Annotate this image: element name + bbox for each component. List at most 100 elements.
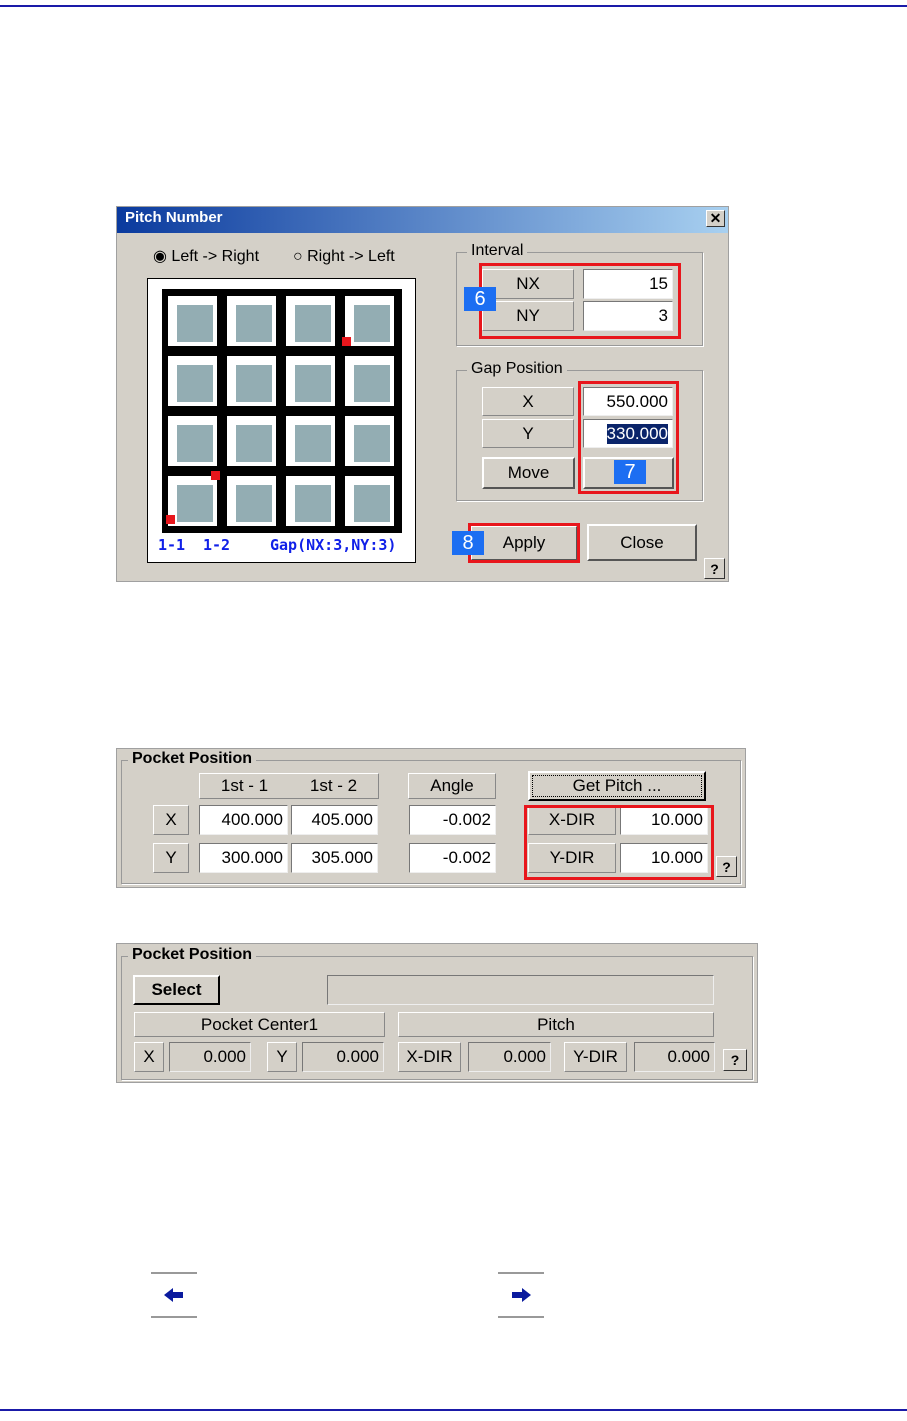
col-1st-2: 1st - 2: [309, 776, 358, 795]
pocket-square: [295, 425, 331, 462]
pocket-square: [236, 485, 272, 522]
grid-pocket: [340, 411, 399, 471]
grid-pocket: [222, 351, 281, 411]
x-dir-field: 0.000: [468, 1042, 551, 1072]
grid-pocket: [222, 411, 281, 471]
prev-page-button[interactable]: [151, 1272, 197, 1318]
highlight-apply: [468, 523, 580, 563]
gap-marker: [166, 515, 175, 524]
panel-title: Pocket Position: [128, 750, 257, 768]
pocket-square: [354, 365, 390, 402]
pocket-square: [177, 425, 213, 462]
gap-x-input[interactable]: 550.000: [583, 387, 673, 416]
center-y-field: 0.000: [302, 1042, 384, 1072]
pocket-position-panel-1: Pocket Position 1st - 1 1st - 2 Angle Get…: [116, 748, 746, 888]
pocket-square: [236, 425, 272, 462]
pocket-square: [236, 365, 272, 402]
callout-badge-7: 7: [614, 460, 646, 484]
angle-input[interactable]: -0.002: [409, 843, 496, 873]
gap-marker: [342, 337, 351, 346]
pocket-square: [236, 305, 272, 342]
pocket-square: [177, 485, 213, 522]
highlight-pitch: [524, 805, 714, 880]
first-1-input[interactable]: 400.000: [199, 805, 288, 835]
get-pitch-button[interactable]: Get Pitch ...: [528, 771, 706, 801]
x-dir-label: X-DIR: [398, 1042, 461, 1072]
gap-position-group: Gap Position: [456, 360, 703, 501]
pitch-number-dialog: Pitch Number ✕ ◉ Left -> Right ○ Right -…: [116, 206, 729, 582]
gap-label: Gap(NX:3,NY:3): [270, 536, 397, 554]
angle-input[interactable]: -0.002: [409, 805, 496, 835]
pocket-position-panel-2: Pocket Position Select Pocket Center1 Pi…: [116, 943, 758, 1083]
nx-input[interactable]: 15: [583, 269, 673, 299]
ny-input[interactable]: 3: [583, 301, 673, 331]
highlight-interval: [479, 263, 681, 339]
next-page-button[interactable]: [498, 1272, 544, 1318]
pocket-square: [295, 485, 331, 522]
col-1st-1: 1st - 1: [220, 776, 269, 795]
pocket-square: [354, 485, 390, 522]
dir-input[interactable]: 10.000: [620, 843, 708, 873]
grid-pocket: [281, 351, 340, 411]
label-1-1: 1-1: [158, 536, 186, 554]
dir-label: X-DIR: [528, 805, 616, 835]
first-2-input[interactable]: 405.000: [291, 805, 378, 835]
gap-position-title: Gap Position: [467, 360, 567, 378]
y-dir-field: 0.000: [634, 1042, 715, 1072]
bottom-rule: [0, 1409, 907, 1411]
grid-pocket: [340, 471, 399, 531]
select-button[interactable]: Select: [133, 975, 220, 1005]
pocket-grid: [162, 289, 402, 533]
grid-pocket: [281, 471, 340, 531]
top-rule: [0, 5, 907, 7]
pocket-square: [295, 365, 331, 402]
radio-left-right-label: Left -> Right: [171, 248, 260, 265]
grid-pocket: [281, 411, 340, 471]
label-1-2: 1-2: [203, 536, 231, 554]
grid-pocket: [163, 411, 222, 471]
first-1-input[interactable]: 300.000: [199, 843, 288, 873]
first-2-input[interactable]: 305.000: [291, 843, 378, 873]
gap-x-label: X: [482, 387, 574, 416]
pitch-preview: 1-1 1-2 Gap(NX:3,NY:3): [147, 278, 416, 563]
grid-pocket: [163, 291, 222, 351]
help-button[interactable]: ?: [716, 856, 737, 877]
interval-group: Interval: [456, 242, 703, 346]
close-icon[interactable]: ✕: [706, 210, 725, 227]
interval-title: Interval: [467, 242, 528, 260]
pocket-square: [354, 305, 390, 342]
help-button[interactable]: ?: [723, 1049, 747, 1071]
row-label: Y: [153, 843, 189, 873]
callout-badge-8: 8: [452, 531, 484, 555]
x-label: X: [134, 1042, 164, 1072]
column-headers: 1st - 1 1st - 2: [199, 773, 379, 799]
pocket-group: Pocket Position: [121, 946, 753, 1080]
radio-unchecked-icon: ○: [293, 248, 303, 265]
radio-right-left[interactable]: ○ Right -> Left: [293, 248, 395, 266]
gap-y-label: Y: [482, 419, 574, 448]
radio-left-right[interactable]: ◉ Left -> Right: [153, 246, 259, 266]
arrow-left-icon: [164, 1288, 183, 1302]
dir-input[interactable]: 10.000: [620, 805, 708, 835]
radio-checked-icon: ◉: [153, 248, 167, 265]
grid-pocket: [340, 351, 399, 411]
help-button[interactable]: ?: [704, 558, 725, 579]
center-x-field: 0.000: [169, 1042, 251, 1072]
gap-y-input[interactable]: 330.000: [583, 419, 673, 448]
y-dir-label: Y-DIR: [564, 1042, 627, 1072]
close-button[interactable]: Close: [587, 524, 697, 561]
grid-pocket: [163, 351, 222, 411]
pitch-header: Pitch: [398, 1012, 714, 1037]
move-button[interactable]: Move: [482, 457, 575, 489]
row-label: X: [153, 805, 189, 835]
grid-pocket: [163, 471, 222, 531]
angle-header: Angle: [408, 773, 496, 799]
callout-badge-6: 6: [464, 287, 496, 311]
y-label: Y: [267, 1042, 297, 1072]
status-field: [327, 975, 714, 1005]
dir-label: Y-DIR: [528, 843, 616, 873]
panel-title: Pocket Position: [128, 946, 257, 964]
gap-marker: [211, 471, 220, 480]
grid-pocket: [281, 291, 340, 351]
grid-pocket: [222, 471, 281, 531]
